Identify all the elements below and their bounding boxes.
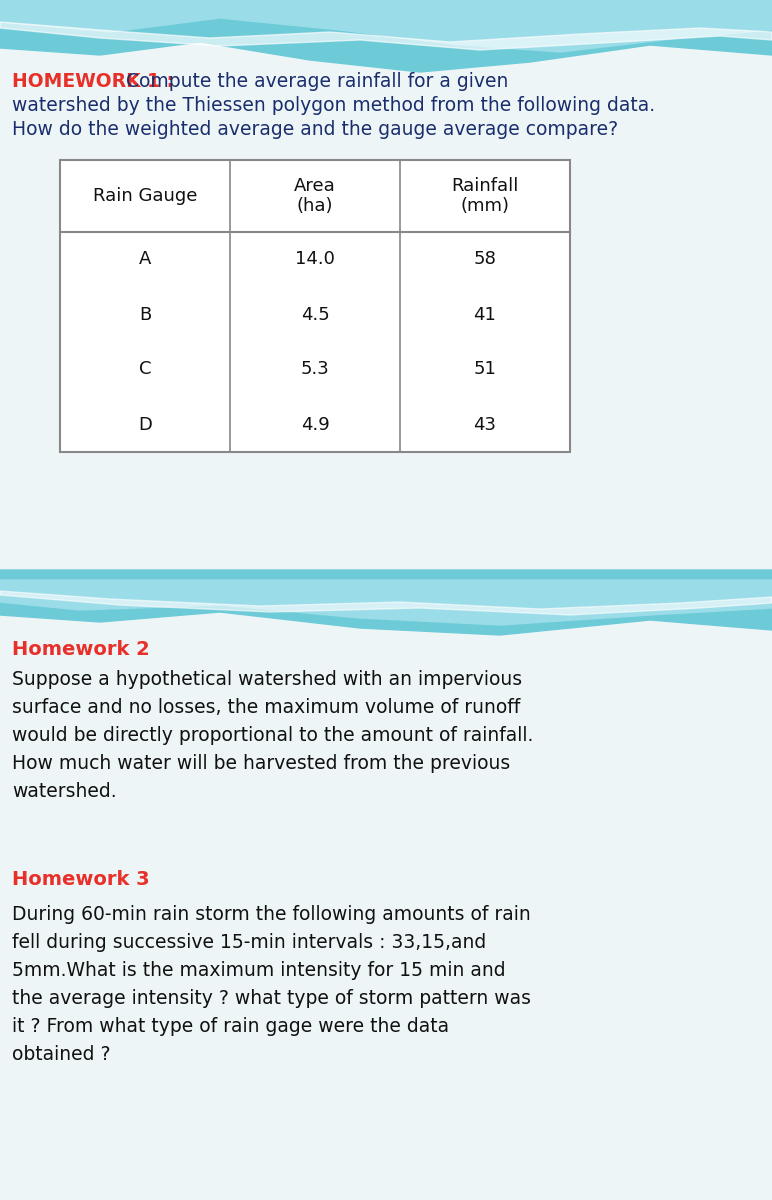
Text: Rain Gauge: Rain Gauge bbox=[93, 187, 197, 205]
Text: 41: 41 bbox=[473, 306, 496, 324]
Text: During 60-min rain storm the following amounts of rain
fell during successive 15: During 60-min rain storm the following a… bbox=[12, 905, 531, 1064]
Polygon shape bbox=[0, 580, 772, 625]
Polygon shape bbox=[0, 22, 772, 50]
Text: watershed by the Thiessen polygon method from the following data.: watershed by the Thiessen polygon method… bbox=[12, 96, 655, 115]
Text: 4.9: 4.9 bbox=[300, 415, 330, 433]
Polygon shape bbox=[0, 570, 772, 635]
Text: HOMEWORK 1 :: HOMEWORK 1 : bbox=[12, 72, 181, 91]
Text: 51: 51 bbox=[473, 360, 496, 378]
Text: 43: 43 bbox=[473, 415, 496, 433]
Text: Area
(ha): Area (ha) bbox=[294, 176, 336, 215]
Text: 4.5: 4.5 bbox=[300, 306, 330, 324]
Polygon shape bbox=[0, 0, 772, 52]
Text: 5.3: 5.3 bbox=[300, 360, 330, 378]
Text: 58: 58 bbox=[473, 251, 496, 269]
Text: B: B bbox=[139, 306, 151, 324]
Polygon shape bbox=[0, 0, 772, 72]
Text: Compute the average rainfall for a given: Compute the average rainfall for a given bbox=[126, 72, 509, 91]
Text: 14.0: 14.0 bbox=[295, 251, 335, 269]
Text: C: C bbox=[139, 360, 151, 378]
Text: A: A bbox=[139, 251, 151, 269]
Text: D: D bbox=[138, 415, 152, 433]
Polygon shape bbox=[0, 590, 772, 614]
Text: How do the weighted average and the gauge average compare?: How do the weighted average and the gaug… bbox=[12, 120, 618, 139]
Text: Homework 2: Homework 2 bbox=[12, 640, 150, 659]
Bar bbox=[60, 160, 570, 452]
Text: Homework 3: Homework 3 bbox=[12, 870, 150, 889]
Text: Suppose a hypothetical watershed with an impervious
surface and no losses, the m: Suppose a hypothetical watershed with an… bbox=[12, 670, 533, 802]
Text: Rainfall
(mm): Rainfall (mm) bbox=[452, 176, 519, 215]
